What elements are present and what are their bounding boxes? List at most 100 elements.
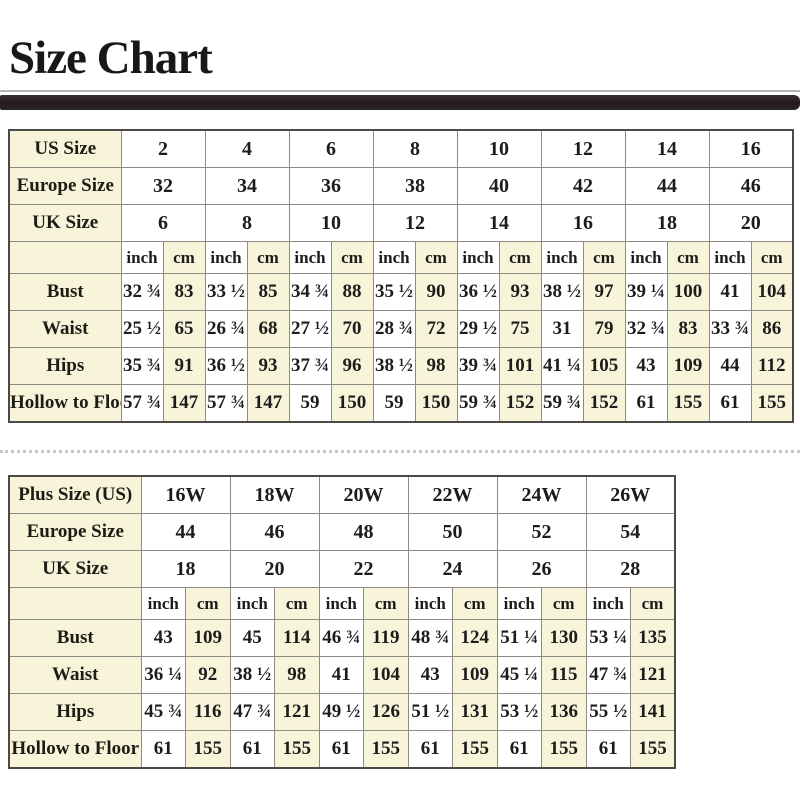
cm-value: 83 (162, 273, 206, 312)
unit-label-cm: cm (452, 587, 498, 621)
inch-value: 59 (288, 384, 332, 423)
inch-value: 28 ¾ (372, 310, 416, 349)
inch-value: 48 ¾ (407, 619, 453, 658)
size-value: 10 (456, 129, 542, 169)
row-label: Hips (8, 693, 142, 732)
inch-value: 38 ½ (229, 656, 275, 695)
cm-value: 147 (246, 384, 290, 423)
cm-value: 147 (162, 384, 206, 423)
inch-value: 25 ½ (120, 310, 164, 349)
size-row: Plus Size (US) 16W 18W 20W 22W 24W 26W (8, 475, 676, 515)
inch-value: 43 (624, 347, 668, 386)
unit-label-cm: cm (630, 587, 676, 621)
cm-value: 93 (498, 273, 542, 312)
size-value: 54 (585, 513, 676, 552)
cm-value: 86 (750, 310, 794, 349)
cm-value: 100 (666, 273, 710, 312)
cm-value: 70 (330, 310, 374, 349)
size-value: 46 (708, 167, 794, 206)
size-value: 16W (140, 475, 231, 515)
row-label: Waist (8, 656, 142, 695)
unit-label-inch: inch (407, 587, 453, 621)
cm-value: 109 (452, 656, 498, 695)
size-value: 32 (120, 167, 206, 206)
inch-value: 59 ¾ (540, 384, 584, 423)
unit-label-cm: cm (162, 241, 206, 275)
size-value: 18W (229, 475, 320, 515)
unit-label-cm: cm (274, 587, 320, 621)
size-value: 34 (204, 167, 290, 206)
cm-value: 155 (541, 730, 587, 769)
unit-label-cm: cm (582, 241, 626, 275)
unit-row: inch cm inch cm inch cm inch cm inch cm inch cm inch… (8, 241, 794, 275)
cm-value: 98 (414, 347, 458, 386)
inch-value: 38 ½ (540, 273, 584, 312)
size-value: 2 (120, 129, 206, 169)
cm-value: 88 (330, 273, 374, 312)
inch-value: 61 (496, 730, 542, 769)
cm-value: 130 (541, 619, 587, 658)
size-value: 4 (204, 129, 290, 169)
inch-value: 26 ¾ (204, 310, 248, 349)
cm-value: 72 (414, 310, 458, 349)
inch-value: 35 ½ (372, 273, 416, 312)
inch-value: 36 ¼ (140, 656, 186, 695)
inch-value: 35 ¾ (120, 347, 164, 386)
unit-label-cm: cm (666, 241, 710, 275)
inch-value: 38 ½ (372, 347, 416, 386)
cm-value: 150 (414, 384, 458, 423)
dotted-separator (0, 450, 800, 454)
size-value: 16 (540, 204, 626, 243)
row-label-empty (8, 587, 142, 621)
inch-value: 43 (140, 619, 186, 658)
inch-value: 47 ¾ (585, 656, 631, 695)
cm-value: 75 (498, 310, 542, 349)
unit-label-inch: inch (496, 587, 542, 621)
inch-value: 41 (708, 273, 752, 312)
cm-value: 96 (330, 347, 374, 386)
cm-value: 121 (630, 656, 676, 695)
unit-label-inch: inch (204, 241, 248, 275)
cm-value: 155 (274, 730, 320, 769)
divider-thick-bar (0, 95, 800, 111)
cm-value: 79 (582, 310, 626, 349)
unit-label-cm: cm (330, 241, 374, 275)
inch-value: 59 (372, 384, 416, 423)
size-value: 22W (407, 475, 498, 515)
size-row: UK Size 6 8 10 12 14 16 18 20 (8, 204, 794, 243)
unit-label-cm: cm (246, 241, 290, 275)
content-area: US Size 2 4 6 8 10 12 14 16 Europe Size 32 34 36 38 40… (0, 129, 800, 770)
row-label: UK Size (8, 204, 122, 243)
unit-label-inch: inch (708, 241, 752, 275)
cm-value: 114 (274, 619, 320, 658)
inch-value: 43 (407, 656, 453, 695)
unit-label-inch: inch (372, 241, 416, 275)
size-value: 40 (456, 167, 542, 206)
size-value: 48 (318, 513, 409, 552)
size-value: 26 (496, 550, 587, 589)
size-value: 14 (624, 129, 710, 169)
cm-value: 109 (666, 347, 710, 386)
size-value: 6 (288, 129, 374, 169)
row-label: Bust (8, 273, 122, 312)
cm-value: 92 (185, 656, 231, 695)
cm-value: 116 (185, 693, 231, 732)
row-label-empty (8, 241, 122, 275)
cm-value: 93 (246, 347, 290, 386)
inch-value: 61 (318, 730, 364, 769)
size-row: Europe Size 44 46 48 50 52 54 (8, 513, 676, 552)
unit-label-inch: inch (456, 241, 500, 275)
size-value: 52 (496, 513, 587, 552)
inch-value: 59 ¾ (456, 384, 500, 423)
unit-label-inch: inch (120, 241, 164, 275)
size-value: 38 (372, 167, 458, 206)
inch-value: 61 (140, 730, 186, 769)
size-value: 8 (204, 204, 290, 243)
inch-value: 41 (318, 656, 364, 695)
size-value: 24W (496, 475, 587, 515)
cm-value: 83 (666, 310, 710, 349)
size-value: 42 (540, 167, 626, 206)
size-value: 44 (140, 513, 231, 552)
